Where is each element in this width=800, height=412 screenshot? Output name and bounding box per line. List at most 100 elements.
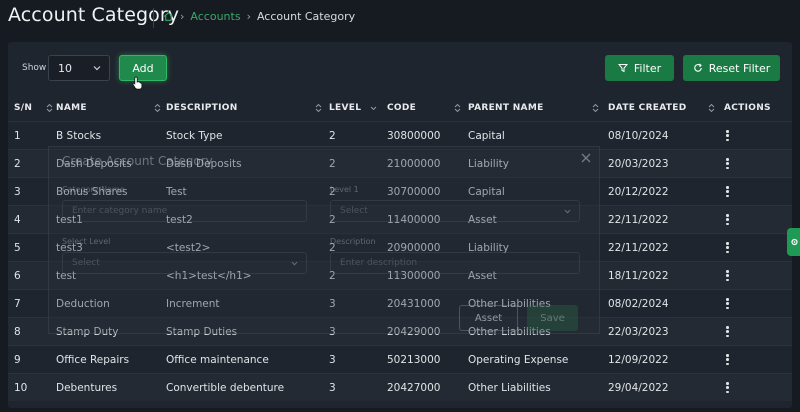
cell-name: test xyxy=(56,270,77,282)
cell-sn: 10 xyxy=(14,382,28,394)
cell-sn: 7 xyxy=(14,298,21,310)
sort-icon[interactable] xyxy=(454,103,461,113)
cell-sn: 8 xyxy=(14,326,21,338)
reset-filter-button[interactable]: Reset Filter xyxy=(683,55,780,81)
cell-date-created: 18/11/2022 xyxy=(608,270,669,282)
cell-level: 2 xyxy=(329,270,336,282)
sort-icon[interactable] xyxy=(154,103,161,113)
more-vertical-icon[interactable] xyxy=(726,270,730,282)
table-row[interactable]: 6 test <h1>test</h1> 2 11300000 Asset 18… xyxy=(8,261,792,289)
cell-date-created: 29/04/2022 xyxy=(608,382,669,394)
table-row[interactable]: 3 Bonus Shares Test 2 30700000 Capital 2… xyxy=(8,177,792,205)
cell-name: test3 xyxy=(56,242,83,254)
cell-date-created: 20/12/2022 xyxy=(608,186,669,198)
cell-level: 3 xyxy=(329,354,336,366)
more-vertical-icon[interactable] xyxy=(726,326,730,338)
cell-level: 2 xyxy=(329,214,336,226)
cell-level: 3 xyxy=(329,298,336,310)
cell-level: 2 xyxy=(329,242,336,254)
sort-down-icon[interactable] xyxy=(370,103,377,113)
cell-sn: 2 xyxy=(14,158,21,170)
cell-sn: 1 xyxy=(14,130,21,142)
cell-description: <test2> xyxy=(166,242,211,254)
table-row[interactable]: 2 Dash Deposits Dash Deposits 2 21000000… xyxy=(8,149,792,177)
more-vertical-icon[interactable] xyxy=(726,158,730,170)
cell-parent-name: Asset xyxy=(468,214,497,226)
cell-date-created: 22/03/2023 xyxy=(608,326,669,338)
column-header-code[interactable]: CODE xyxy=(387,103,417,113)
chevron-down-icon xyxy=(93,66,101,71)
column-header-description[interactable]: DESCRIPTION xyxy=(166,103,238,113)
sort-icon[interactable] xyxy=(708,103,715,113)
content-panel: Show 10 Add Filter Reset Filter S/N NAME… xyxy=(8,42,792,408)
cell-description: <h1>test</h1> xyxy=(166,270,252,282)
page-size-value: 10 xyxy=(58,62,72,75)
refresh-icon xyxy=(693,63,702,72)
more-vertical-icon[interactable] xyxy=(726,214,730,226)
cell-name: Dash Deposits xyxy=(56,158,132,170)
settings-tab[interactable] xyxy=(787,228,800,256)
filter-button[interactable]: Filter xyxy=(605,55,674,81)
cell-code: 50213000 xyxy=(387,354,441,366)
reset-filter-label: Reset Filter xyxy=(708,61,771,75)
column-header-name[interactable]: NAME xyxy=(56,103,87,113)
cell-sn: 5 xyxy=(14,242,21,254)
table-row[interactable]: 4 test1 test2 2 11400000 Asset 22/11/202… xyxy=(8,205,792,233)
table-row[interactable]: 9 Office Repairs Office maintenance 3 50… xyxy=(8,345,792,373)
more-vertical-icon[interactable] xyxy=(726,130,730,142)
breadcrumb: › Accounts › Account Category xyxy=(163,10,355,23)
sort-icon[interactable] xyxy=(592,103,599,113)
sort-icon[interactable] xyxy=(315,103,322,113)
more-vertical-icon[interactable] xyxy=(726,354,730,366)
breadcrumb-accounts[interactable]: Accounts xyxy=(190,10,241,23)
table-row[interactable]: 5 test3 <test2> 2 20900000 Liability 22/… xyxy=(8,233,792,261)
cell-date-created: 08/02/2024 xyxy=(608,298,669,310)
cell-code: 20431000 xyxy=(387,298,441,310)
breadcrumb-current: Account Category xyxy=(256,10,356,23)
cell-code: 20429000 xyxy=(387,326,441,338)
cell-code: 20900000 xyxy=(387,242,441,254)
column-header-sn[interactable]: S/N xyxy=(14,103,33,113)
cell-name: test1 xyxy=(56,214,83,226)
table-row[interactable]: 7 Deduction Increment 3 20431000 Other L… xyxy=(8,289,792,317)
more-vertical-icon[interactable] xyxy=(726,298,730,310)
filter-icon xyxy=(617,64,628,73)
more-vertical-icon[interactable] xyxy=(726,242,730,254)
column-header-parent-name[interactable]: PARENT NAME xyxy=(468,103,544,113)
cell-level: 2 xyxy=(329,186,336,198)
cell-code: 20427000 xyxy=(387,382,441,394)
cell-level: 2 xyxy=(329,130,336,142)
cell-date-created: 22/11/2022 xyxy=(608,214,669,226)
show-label: Show xyxy=(22,63,47,73)
column-header-actions: ACTIONS xyxy=(724,103,771,113)
cell-sn: 4 xyxy=(14,214,21,226)
title-divider xyxy=(153,8,154,28)
more-vertical-icon[interactable] xyxy=(726,382,730,394)
more-vertical-icon[interactable] xyxy=(726,186,730,198)
cell-description: Office maintenance xyxy=(166,354,269,366)
cell-code: 11400000 xyxy=(387,214,441,226)
cell-code: 30700000 xyxy=(387,186,441,198)
cell-name: Office Repairs xyxy=(56,354,130,366)
home-icon[interactable] xyxy=(163,11,174,22)
cell-level: 2 xyxy=(329,158,336,170)
cell-description: Increment xyxy=(166,298,220,310)
table-row[interactable]: 8 Stamp Duty Stamp Duties 3 20429000 Oth… xyxy=(8,317,792,345)
cell-code: 21000000 xyxy=(387,158,441,170)
column-header-level[interactable]: LEVEL xyxy=(329,103,362,113)
chevron-right-icon: › xyxy=(180,10,185,23)
cell-name: Debentures xyxy=(56,382,118,394)
cell-name: B Stocks xyxy=(56,130,102,142)
cell-name: Bonus Shares xyxy=(56,186,128,198)
cell-description: test2 xyxy=(166,214,193,226)
page-size-select[interactable]: 10 xyxy=(48,55,110,81)
cell-date-created: 22/11/2022 xyxy=(608,242,669,254)
table-row[interactable]: 10 Debentures Convertible debenture 3 20… xyxy=(8,373,792,401)
add-button[interactable]: Add xyxy=(119,55,167,81)
sort-icon[interactable] xyxy=(46,103,53,113)
column-header-date-created[interactable]: DATE CREATED xyxy=(608,103,687,113)
chevron-right-icon: › xyxy=(246,10,251,23)
table-row[interactable]: 1 B Stocks Stock Type 2 30800000 Capital… xyxy=(8,121,792,149)
cell-sn: 3 xyxy=(14,186,21,198)
cell-description: Test xyxy=(166,186,187,198)
